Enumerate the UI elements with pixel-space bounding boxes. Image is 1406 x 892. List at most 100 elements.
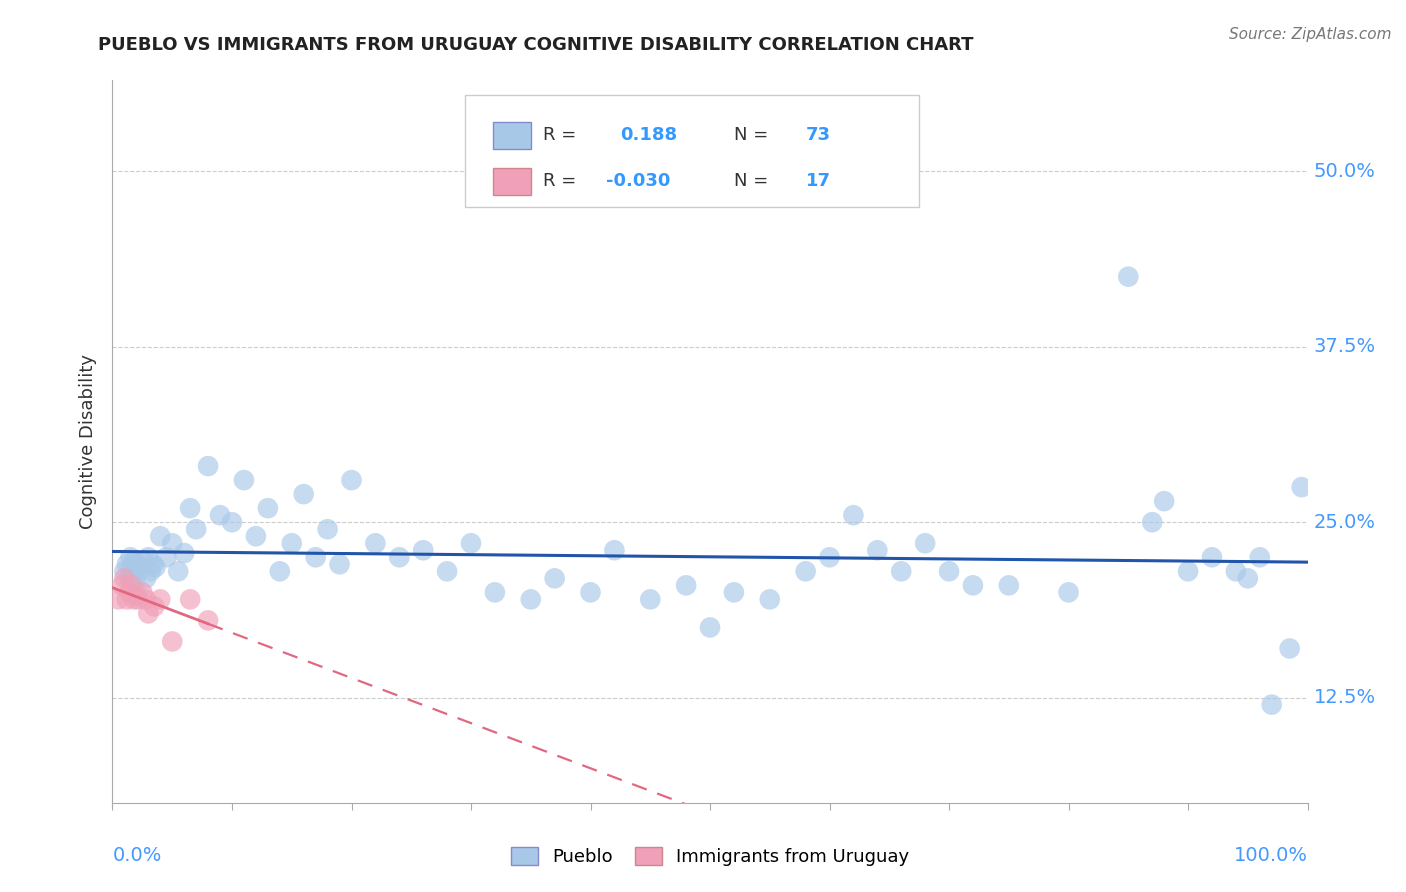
Point [149,529,172,543]
Point [460,536,482,550]
Point [292,487,315,501]
Point [209,508,232,523]
Point [121,560,143,574]
Point [149,592,172,607]
Point [245,529,267,543]
Point [139,564,162,578]
Point [1201,550,1223,565]
Point [115,592,138,607]
Point [145,560,167,574]
Point [114,564,135,578]
Point [723,585,745,599]
Point [1278,641,1301,656]
Point [436,564,458,578]
Point [128,564,150,578]
Point [412,543,434,558]
FancyBboxPatch shape [465,95,920,207]
Point [281,536,304,550]
Point [1225,564,1247,578]
Point [1249,550,1271,565]
Point [675,578,697,592]
Point [107,592,129,607]
Point [138,607,160,621]
Point [115,558,138,572]
Point [1291,480,1313,494]
Point [329,558,352,572]
Point [125,558,148,572]
Point [388,550,411,565]
Point [1261,698,1284,712]
Text: 17: 17 [806,172,831,190]
Point [221,515,243,529]
Text: N =: N = [734,127,768,145]
Point [1177,564,1199,578]
Text: 37.5%: 37.5% [1313,337,1375,356]
Point [938,564,960,578]
Legend: Pueblo, Immigrants from Uruguay: Pueblo, Immigrants from Uruguay [510,847,910,866]
Point [233,473,256,487]
Text: 0.0%: 0.0% [112,847,162,865]
Point [914,536,936,550]
Point [162,634,183,648]
Text: 50.0%: 50.0% [1313,162,1375,181]
Point [120,550,142,565]
Text: PUEBLO VS IMMIGRANTS FROM URUGUAY COGNITIVE DISABILITY CORRELATION CHART: PUEBLO VS IMMIGRANTS FROM URUGUAY COGNIT… [98,36,974,54]
Point [122,592,145,607]
Text: -0.030: -0.030 [606,172,671,190]
Point [138,550,160,565]
Point [1057,585,1080,599]
Point [269,564,291,578]
Point [818,550,841,565]
Point [128,592,150,607]
Point [866,543,889,558]
Point [121,578,143,592]
Point [603,543,626,558]
Point [340,473,363,487]
Point [640,592,662,607]
Point [257,501,280,516]
Point [111,578,134,592]
Point [135,592,157,607]
FancyBboxPatch shape [492,168,531,195]
Point [962,578,984,592]
Point [186,522,208,536]
Point [842,508,865,523]
Point [1118,269,1140,284]
Point [794,564,817,578]
Text: R =: R = [543,172,576,190]
Text: 100.0%: 100.0% [1233,847,1308,865]
Point [118,585,141,599]
Point [173,546,195,560]
Point [155,550,177,565]
Text: 0.188: 0.188 [620,127,678,145]
Text: 73: 73 [806,127,831,145]
Point [1153,494,1175,508]
Text: R =: R = [543,127,576,145]
Point [132,554,155,568]
Text: Source: ZipAtlas.com: Source: ZipAtlas.com [1229,27,1392,42]
Point [316,522,339,536]
Text: N =: N = [734,172,768,190]
Point [114,571,135,585]
Point [118,571,141,585]
Point [305,550,328,565]
Point [179,501,201,516]
Text: 12.5%: 12.5% [1313,688,1375,707]
Text: 25.0%: 25.0% [1313,513,1375,532]
Point [579,585,602,599]
Point [135,571,157,585]
Point [124,574,146,588]
Point [699,620,721,634]
Point [484,585,506,599]
Point [143,599,166,614]
Point [1237,571,1260,585]
Point [142,558,165,572]
Point [167,564,190,578]
FancyBboxPatch shape [492,121,531,149]
Point [131,585,153,599]
Point [998,578,1021,592]
Y-axis label: Cognitive Disability: Cognitive Disability [79,354,97,529]
Point [179,592,201,607]
Point [520,592,543,607]
Point [121,568,143,582]
